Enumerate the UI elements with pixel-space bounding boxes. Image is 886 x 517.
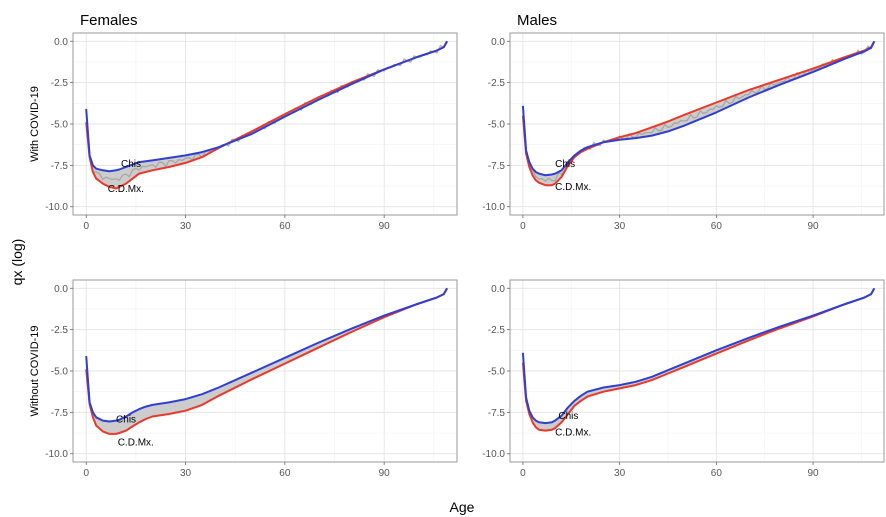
y-tick-label: -7.5: [488, 408, 506, 419]
y-tick-label: -2.5: [51, 325, 69, 336]
x-tick-label: 60: [279, 221, 291, 232]
row-title: Without COVID-19: [29, 325, 41, 416]
y-tick-label: 0.0: [491, 37, 505, 48]
x-tick-label: 90: [379, 468, 391, 479]
annotation-label: Chis: [558, 411, 578, 422]
y-tick-label: -10.0: [482, 449, 505, 460]
x-tick-label: 0: [520, 468, 526, 479]
x-tick-label: 60: [279, 468, 291, 479]
y-axis-label: qx (log): [9, 239, 25, 286]
x-tick-label: 90: [808, 221, 820, 232]
series-line-blue: [85, 287, 448, 423]
annotation-label: Chis: [121, 159, 141, 170]
series-line-red: [85, 287, 448, 435]
x-axis-label: Age: [450, 499, 475, 515]
series-line-blue: [521, 287, 876, 425]
y-tick-label: -10.0: [482, 202, 505, 213]
x-tick-label: 60: [711, 468, 723, 479]
panel-2: Without COVID-19 Chis C.D.Mx. 0.0 -2.5 -5.0 -7…: [29, 279, 458, 479]
y-tick-label: 0.0: [54, 284, 68, 295]
shaded-band: [86, 41, 448, 189]
panel-1: Males Chis C.D.Mx. 0.0 -2.5 -5.0 -7.5 -10.0 0 30 6…: [482, 12, 885, 232]
y-tick-label: -7.5: [51, 408, 69, 419]
annotation-label: C.D.Mx.: [555, 428, 591, 439]
y-tick-label: -5.0: [488, 367, 506, 378]
panel-3: Chis C.D.Mx. 0.0 -2.5 -5.0 -7.5 -10.0 0 30 60 90: [482, 279, 885, 479]
x-tick-label: 0: [83, 468, 89, 479]
shaded-band: [522, 288, 875, 431]
annotation-label: C.D.Mx.: [555, 182, 591, 193]
panels: Females With COVID-19 Chis C.D.Mx. 0.0 -2.5 -5…: [29, 12, 885, 479]
x-tick-label: 0: [520, 221, 526, 232]
x-tick-label: 30: [180, 221, 192, 232]
y-tick-label: -5.0: [488, 120, 506, 131]
annotation-label: C.D.Mx.: [108, 184, 144, 195]
y-tick-label: -5.0: [51, 367, 69, 378]
y-tick-label: -2.5: [488, 325, 506, 336]
series-line-blue: [85, 40, 448, 173]
y-tick-label: -5.0: [51, 120, 69, 131]
series-line-blue: [521, 40, 876, 177]
x-tick-label: 30: [180, 468, 192, 479]
x-tick-label: 0: [83, 221, 89, 232]
annotation-label: Chis: [116, 414, 136, 425]
y-tick-label: 0.0: [54, 37, 68, 48]
row-title: With COVID-19: [29, 86, 41, 162]
y-tick-label: -7.5: [51, 161, 69, 172]
x-tick-label: 90: [379, 221, 391, 232]
y-tick-label: -10.0: [45, 449, 68, 460]
x-tick-label: 90: [808, 468, 820, 479]
y-tick-label: -10.0: [45, 202, 68, 213]
y-tick-label: -2.5: [488, 78, 506, 89]
x-tick-label: 30: [614, 468, 626, 479]
y-tick-label: 0.0: [491, 284, 505, 295]
panel-title: Males: [517, 12, 557, 29]
y-tick-label: -7.5: [488, 161, 506, 172]
x-tick-label: 60: [711, 221, 723, 232]
series-line-red: [521, 287, 876, 432]
x-tick-label: 30: [614, 221, 626, 232]
annotation-label: Chis: [555, 159, 575, 170]
panel-title: Females: [80, 12, 138, 29]
annotation-label: C.D.Mx.: [118, 437, 154, 448]
panel-0: Females With COVID-19 Chis C.D.Mx. 0.0 -2.5 -5…: [29, 12, 458, 232]
y-tick-label: -2.5: [51, 78, 69, 89]
